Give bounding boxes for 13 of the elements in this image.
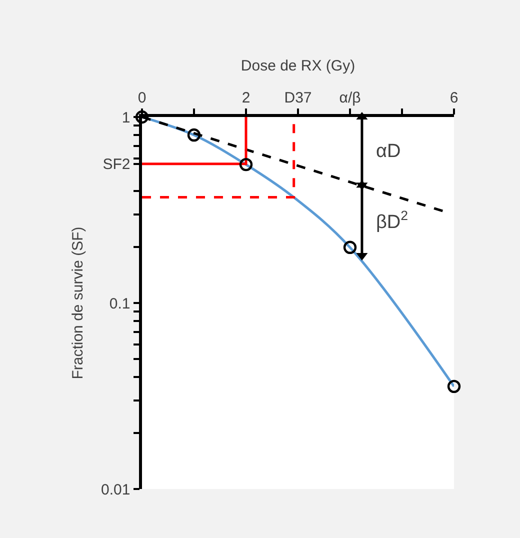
x-tick-label: 0 <box>138 89 146 106</box>
x-axis-title: Dose de RX (Gy) <box>240 58 356 74</box>
y-tick-label: 0.1 <box>109 295 130 312</box>
x-tick-label: 6 <box>450 89 458 106</box>
x-tick-label: 2 <box>242 89 250 106</box>
y-tick-label: SF2 <box>102 156 130 174</box>
x-tick-label: α/β <box>339 89 362 106</box>
annotation: αD <box>376 141 401 162</box>
y-axis-title: Fraction de survie (SF) <box>69 226 86 380</box>
annotation: βD$^{2}$ <box>376 208 408 233</box>
x-tick-label: D37 <box>284 89 312 106</box>
y-tick-label: 1 <box>122 109 130 126</box>
y-tick-label: 0.01 <box>101 481 130 498</box>
